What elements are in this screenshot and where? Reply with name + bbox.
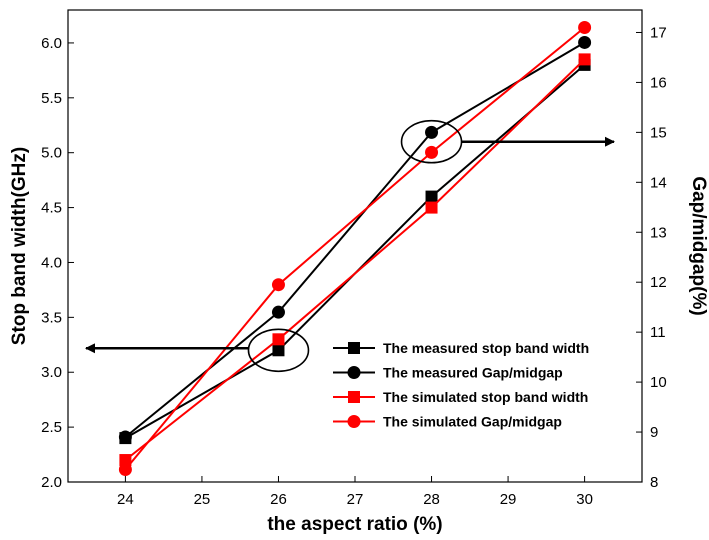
y-tick-label: 2.0 — [41, 474, 62, 491]
y-tick-label: 4.5 — [41, 200, 62, 217]
series-2-point — [578, 53, 591, 66]
x-tick-label: 30 — [576, 491, 593, 508]
y2-tick-label: 11 — [650, 324, 666, 341]
y-tick-label: 3.5 — [41, 309, 62, 326]
legend-swatch-marker — [348, 391, 360, 403]
x-axis: 24 25 26 27 28 29 30 — [117, 476, 593, 508]
x-tick-label: 26 — [270, 491, 287, 508]
x-tick-label: 25 — [194, 491, 211, 508]
annotation-ellipse — [247, 328, 310, 373]
x-tick-label: 29 — [500, 491, 517, 508]
y-tick-label: 6.0 — [41, 35, 62, 52]
y-tick-label: 5.0 — [41, 145, 62, 162]
y-tick-label: 2.5 — [41, 419, 62, 436]
y2-tick-label: 12 — [650, 274, 667, 291]
y-tick-label: 3.0 — [41, 364, 62, 381]
series-1-point — [118, 430, 132, 444]
y2-tick-label: 14 — [650, 174, 667, 191]
y2-tick-label: 16 — [650, 74, 667, 91]
x-tick-label: 28 — [423, 491, 440, 508]
series-3-point — [118, 463, 132, 477]
series-line-1 — [124, 41, 586, 438]
series-layer — [118, 20, 592, 477]
y2-tick-label: 15 — [650, 124, 667, 141]
series-1-point — [425, 125, 439, 139]
legend: The measured stop band width The measured… — [333, 340, 589, 430]
series-2-point — [272, 333, 285, 346]
y-axis-left-title: Stop band width(GHz) — [9, 147, 30, 345]
y2-tick-label: 17 — [650, 24, 667, 41]
y-axis-left: 2.0 2.5 3.0 3.5 4.0 4.5 5.0 5.5 6.0 — [41, 35, 74, 491]
legend-label: The measured Gap/midgap — [383, 365, 563, 381]
y2-tick-label: 13 — [650, 224, 667, 241]
legend-swatch-marker — [347, 415, 361, 428]
series-1-point — [271, 305, 285, 319]
legend-label: The simulated Gap/midgap — [383, 414, 562, 430]
x-tick-label: 27 — [347, 491, 364, 508]
plot-frame — [67, 9, 643, 483]
series-3-point — [578, 20, 592, 34]
y-tick-label: 5.5 — [41, 90, 62, 107]
y2-tick-label: 8 — [650, 474, 658, 491]
y-axis-right-title: Gap/midgap(%) — [688, 176, 709, 315]
y2-tick-label: 9 — [650, 424, 658, 441]
series-3-point — [271, 278, 285, 292]
y2-tick-label: 10 — [650, 374, 667, 391]
x-tick-label: 24 — [117, 491, 134, 508]
legend-swatch-marker — [347, 366, 361, 379]
series-line-3 — [124, 26, 586, 471]
series-2-point — [119, 454, 132, 467]
y-tick-label: 4.0 — [41, 254, 62, 271]
series-0-point — [272, 344, 285, 357]
series-3-point — [425, 145, 439, 159]
series-line-2 — [124, 58, 586, 461]
legend-label: The measured stop band width — [383, 340, 589, 356]
x-axis-title: the aspect ratio (%) — [267, 514, 442, 535]
legend-label: The simulated stop band width — [383, 389, 588, 405]
annotation-layer — [85, 119, 615, 373]
legend-swatch-marker — [348, 342, 360, 354]
series-2-point — [425, 201, 438, 214]
series-1-point — [578, 35, 592, 49]
series-0-point — [425, 190, 438, 203]
y-axis-right: 8 9 10 11 12 13 14 15 16 17 — [636, 24, 667, 491]
